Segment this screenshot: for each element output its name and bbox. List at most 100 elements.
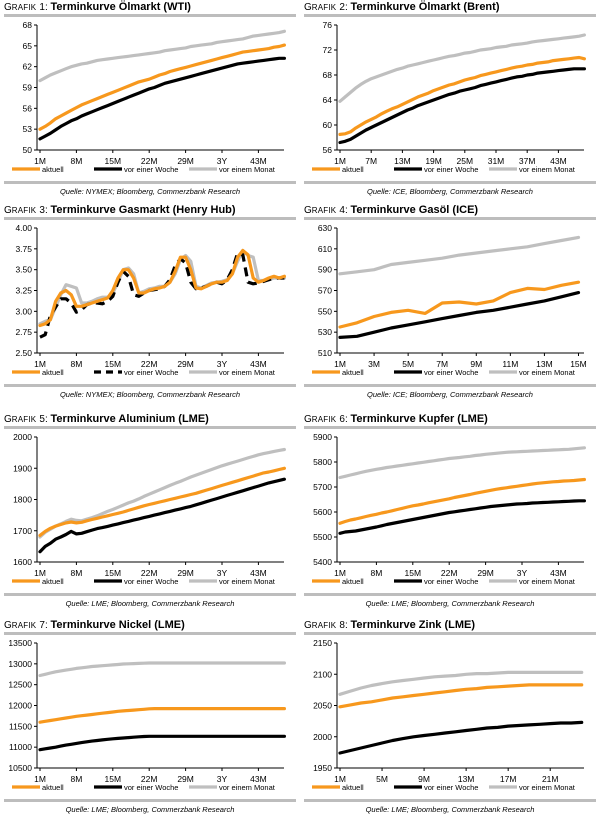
x-tick-label: 13M — [458, 774, 475, 784]
title-rule — [4, 426, 296, 429]
x-tick-label: 25M — [457, 156, 474, 166]
grafik-number: 2 — [339, 2, 345, 13]
y-tick-label: 2100 — [313, 669, 332, 679]
grafik-number: 5 — [39, 414, 45, 425]
x-tick-label: 15M — [105, 568, 122, 578]
y-tick-label: 5900 — [313, 432, 332, 442]
series-aktuell-line — [38, 43, 286, 131]
grafik-colon: : — [44, 205, 51, 216]
y-tick-label: 610 — [318, 244, 332, 254]
grafik-label-rest: RAFIK — [311, 206, 337, 215]
y-tick-label: 11000 — [9, 742, 32, 752]
legend-label-vor-einer-woche: vor einer Woche — [124, 165, 178, 174]
legend-label-aktuell: aktuell — [42, 368, 64, 377]
series-aktuell-line — [338, 55, 586, 137]
chart-title: GRAFIK 2: Terminkurve Ölmarkt (Brent) — [304, 0, 596, 14]
x-tick-label: 29M — [177, 568, 194, 578]
chart-title: GRAFIK 8: Terminkurve Zink (LME) — [304, 618, 596, 632]
chart-title: GRAFIK 6: Terminkurve Kupfer (LME) — [304, 412, 596, 426]
grafik-colon: : — [344, 205, 351, 216]
legend-label-vor-einer-woche: vor einer Woche — [424, 783, 478, 792]
y-tick-label: 530 — [318, 327, 332, 337]
y-tick-label: 630 — [318, 223, 332, 233]
x-tick-label: 3Y — [217, 568, 228, 578]
y-tick-label: 12500 — [8, 680, 32, 690]
grafik-label: G — [4, 414, 12, 425]
grafik-label-rest: RAFIK — [11, 3, 37, 12]
chart-panel-1: GRAFIK 1: Terminkurve Ölmarkt (WTI) 50 53 5… — [4, 0, 296, 197]
chart-title: GRAFIK 5: Terminkurve Aluminium (LME) — [4, 412, 296, 426]
y-tick-label: 13000 — [8, 659, 32, 669]
bottom-rule — [4, 384, 296, 387]
chart-title-text: Terminkurve Ölmarkt (WTI) — [50, 1, 191, 13]
bottom-rule — [304, 593, 596, 596]
y-tick-label: 2000 — [313, 732, 332, 742]
x-tick-label: 5M — [376, 774, 388, 784]
chart-plot: 56 60 64 68 72 76 1M 7M 13M 19M 25M 31M 37M 43M aktuel… — [312, 20, 586, 174]
y-tick-label: 3.25 — [15, 286, 32, 296]
grafik-colon: : — [344, 2, 351, 13]
y-tick-label: 570 — [318, 286, 332, 296]
chart-source: Quelle: LME; Bloomberg, Commerzbank Rese… — [65, 805, 235, 814]
chart-source: Quelle: LME; Bloomberg, Commerzbank Rese… — [365, 599, 535, 608]
x-tick-label: 43M — [550, 568, 567, 578]
chart-panel-2: GRAFIK 2: Terminkurve Ölmarkt (Brent) 56 6… — [304, 0, 596, 197]
title-rule — [4, 632, 296, 635]
chart-title: GRAFIK 1: Terminkurve Ölmarkt (WTI) — [4, 0, 296, 14]
grafik-label: G — [4, 205, 12, 216]
grafik-label: G — [4, 2, 12, 13]
y-tick-label: 1900 — [13, 463, 32, 473]
chart-title-text: Terminkurve Gasöl (ICE) — [350, 204, 479, 216]
y-tick-label: 53 — [23, 124, 33, 134]
grafik-label-rest: RAFIK — [11, 206, 37, 215]
title-rule — [304, 217, 596, 220]
legend-label-vor-einer-woche: vor einer Woche — [424, 165, 478, 174]
grafik-label-rest: RAFIK — [11, 621, 37, 630]
grafik-number: 3 — [39, 205, 45, 216]
title-rule — [304, 14, 596, 17]
series-vor-einer-woche-line — [39, 251, 285, 339]
y-tick-label: 76 — [323, 20, 333, 30]
x-tick-label: 37M — [519, 156, 536, 166]
y-tick-label: 5400 — [313, 557, 332, 567]
series-vor-einem-monat-line — [338, 446, 586, 480]
y-tick-label: 68 — [23, 20, 33, 30]
chart-panel-8: GRAFIK 8: Terminkurve Zink (LME) 1950 2000… — [304, 618, 596, 815]
x-tick-label: 15M — [105, 359, 122, 369]
legend-label-aktuell: aktuell — [342, 783, 364, 792]
y-tick-label: 1700 — [13, 526, 32, 536]
series-aktuell-line — [38, 248, 286, 328]
y-tick-label: 2000 — [13, 432, 32, 442]
x-tick-label: 1M — [334, 774, 346, 784]
series-vor-einem-monat-line — [338, 670, 584, 696]
x-tick-label: 13M — [536, 359, 553, 369]
chart-source: Quelle: NYMEX; Bloomberg, Commerzbank Re… — [59, 390, 241, 399]
y-tick-label: 510 — [318, 348, 332, 358]
series-vor-einer-woche-line — [338, 720, 584, 755]
grafik-label-rest: RAFIK — [311, 415, 337, 424]
series-aktuell-line — [338, 280, 581, 329]
y-tick-label: 1800 — [13, 495, 32, 505]
chart-plot: 10500 11000 11500 12000 12500 13000 13500 1M 8M 1… — [8, 638, 286, 792]
y-tick-label: 1600 — [13, 557, 32, 567]
x-tick-label: 7M — [365, 156, 377, 166]
grafik-label: G — [304, 205, 312, 216]
grafik-label-rest: RAFIK — [311, 3, 337, 12]
series-vor-einem-monat-line — [338, 33, 586, 103]
grafik-number: 7 — [39, 620, 45, 631]
series-aktuell-line — [38, 466, 286, 538]
bottom-rule — [4, 181, 296, 184]
chart-title: GRAFIK 7: Terminkurve Nickel (LME) — [4, 618, 296, 632]
y-tick-label: 13500 — [8, 638, 32, 648]
x-tick-label: 1M — [34, 156, 46, 166]
grafik-colon: : — [44, 414, 51, 425]
x-tick-label: 15M — [405, 568, 422, 578]
x-tick-label: 8M — [70, 774, 82, 784]
legend-label-aktuell: aktuell — [42, 165, 64, 174]
y-tick-label: 590 — [318, 265, 332, 275]
x-tick-label: 43M — [250, 568, 267, 578]
series-aktuell-line — [338, 683, 584, 709]
legend-label-vor-einer-woche: vor einer Woche — [124, 577, 178, 586]
x-tick-label: 29M — [477, 568, 494, 578]
chart-plot: 5400 5500 5600 5700 5800 5900 1M 8M 15M 22M 29M 3Y 4… — [312, 432, 586, 586]
